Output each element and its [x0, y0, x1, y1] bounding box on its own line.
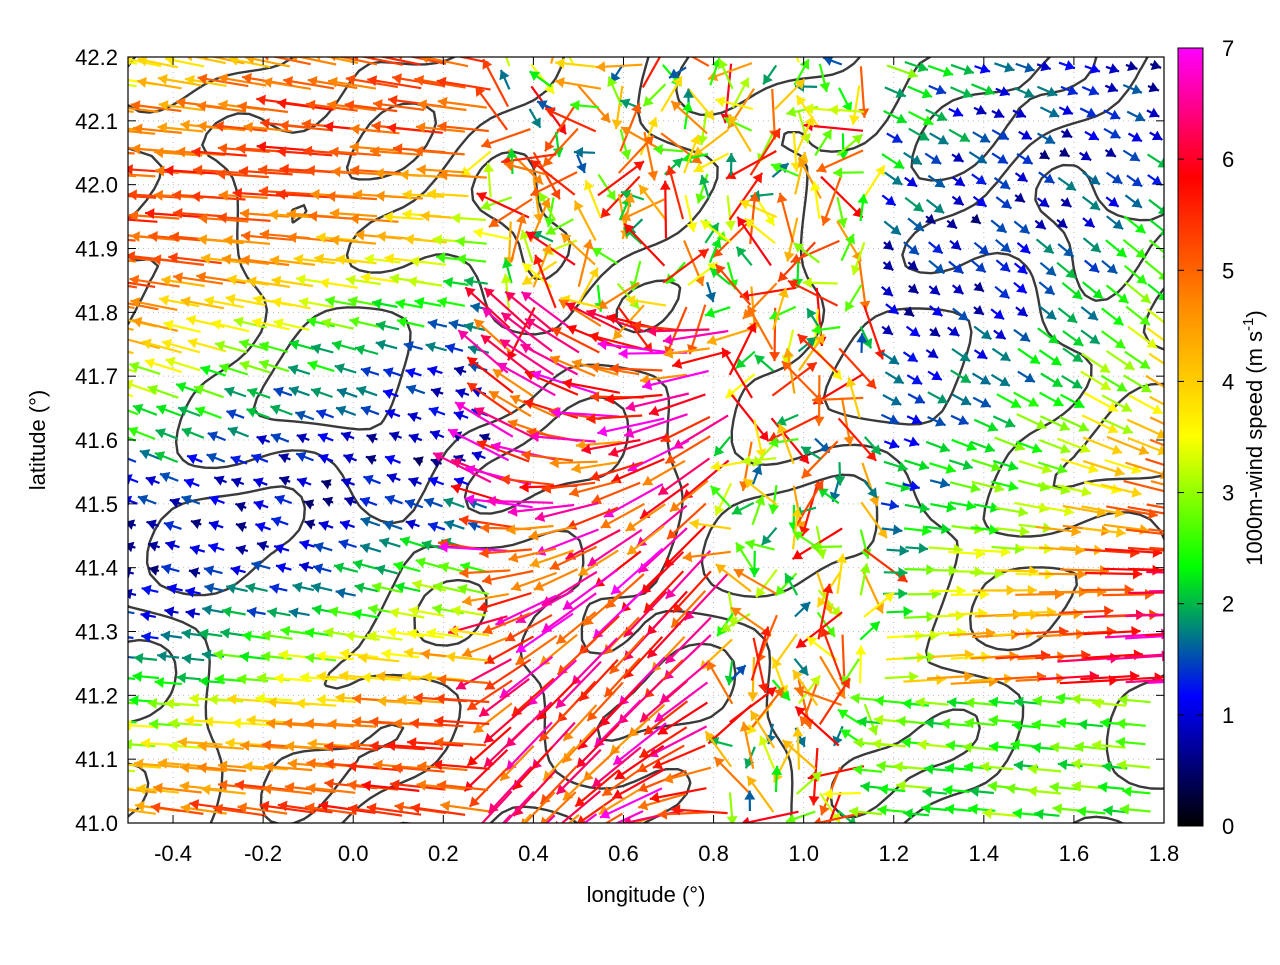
wind-arrow-head — [663, 40, 674, 50]
wind-arrow-head — [785, 26, 796, 36]
wind-arrow-head — [82, 209, 91, 220]
wind-arrow-shaft — [1128, 569, 1186, 571]
wind-arrow-head — [119, 453, 129, 463]
wind-arrow-head — [119, 75, 129, 86]
wind-arrow-head — [496, 33, 506, 43]
wind-arrow-head — [101, 76, 111, 87]
wind-arrow-shaft — [92, 342, 133, 354]
wind-arrow-head — [1164, 486, 1174, 497]
wind-arrow — [92, 339, 133, 353]
wind-arrow-head — [84, 145, 93, 156]
wind-arrow-head — [1203, 608, 1212, 619]
wind-arrow-head — [499, 838, 509, 848]
wind-arrow-head — [818, 837, 828, 847]
wind-arrow-head — [109, 672, 118, 683]
wind-arrow-head — [469, 827, 479, 837]
wind-arrow-head — [109, 716, 118, 727]
wind-arrow — [84, 145, 134, 156]
wind-arrow-head — [1165, 321, 1175, 331]
wind-arrow-head — [1169, 529, 1179, 540]
wind-arrow-head — [1204, 585, 1213, 596]
wind-arrow-head — [508, 850, 518, 860]
wind-arrow-head — [111, 402, 121, 412]
wind-arrow-head — [114, 651, 124, 662]
wind-arrow-head — [490, 829, 500, 839]
wind-arrow-head — [578, 830, 589, 839]
wind-arrow-head — [95, 780, 105, 791]
wind-arrow-head — [661, 38, 671, 49]
wind-arrow-head — [107, 142, 117, 153]
wind-arrow-head — [91, 800, 101, 811]
wind-arrow-head — [122, 720, 131, 731]
wind-arrow-head — [101, 213, 110, 224]
wind-arrow-head — [92, 339, 102, 350]
wind-arrow-head — [110, 783, 120, 794]
wind-arrow-head — [116, 334, 126, 345]
wind-arrow-head — [556, 31, 566, 42]
wind-arrow-shaft — [82, 214, 135, 218]
wind-arrow-head — [85, 275, 95, 286]
wind-arrow-head — [556, 19, 567, 29]
wind-arrow-head — [467, 852, 477, 862]
wind-arrow-head — [1206, 674, 1215, 685]
wind-arrow-head — [115, 606, 125, 617]
wind-arrow-head — [102, 275, 112, 286]
wind-arrow-head — [582, 831, 593, 841]
wind-arrow-shaft — [84, 150, 134, 154]
wind-arrow — [82, 209, 135, 220]
